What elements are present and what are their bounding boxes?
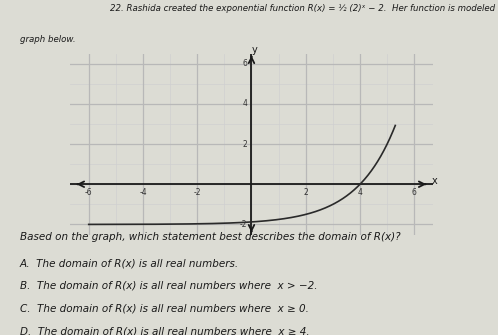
Text: B.  The domain of R(x) is all real numbers where  x > −2.: B. The domain of R(x) is all real number… — [20, 281, 317, 291]
Text: x: x — [432, 176, 438, 186]
Text: 4: 4 — [358, 188, 363, 197]
Text: D.  The domain of R(x) is all real numbers where  x ≥ 4.: D. The domain of R(x) is all real number… — [20, 327, 310, 335]
Text: 6: 6 — [412, 188, 417, 197]
Text: 2: 2 — [243, 140, 248, 148]
Text: graph below.: graph below. — [20, 35, 76, 44]
Text: 22. Rashida created the exponential function R(x) = ½ (2)ˣ − 2.  Her function is: 22. Rashida created the exponential func… — [110, 4, 498, 13]
Text: Based on the graph, which statement best describes the domain of R(x)?: Based on the graph, which statement best… — [20, 232, 400, 242]
Text: C.  The domain of R(x) is all real numbers where  x ≥ 0.: C. The domain of R(x) is all real number… — [20, 304, 309, 314]
Text: -2: -2 — [240, 220, 248, 229]
Text: 2: 2 — [303, 188, 308, 197]
Text: 4: 4 — [243, 99, 248, 108]
Text: -4: -4 — [139, 188, 147, 197]
Text: -2: -2 — [194, 188, 201, 197]
Text: y: y — [252, 45, 257, 55]
Text: A.  The domain of R(x) is all real numbers.: A. The domain of R(x) is all real number… — [20, 258, 239, 268]
Text: 6: 6 — [243, 59, 248, 68]
Text: -6: -6 — [85, 188, 93, 197]
